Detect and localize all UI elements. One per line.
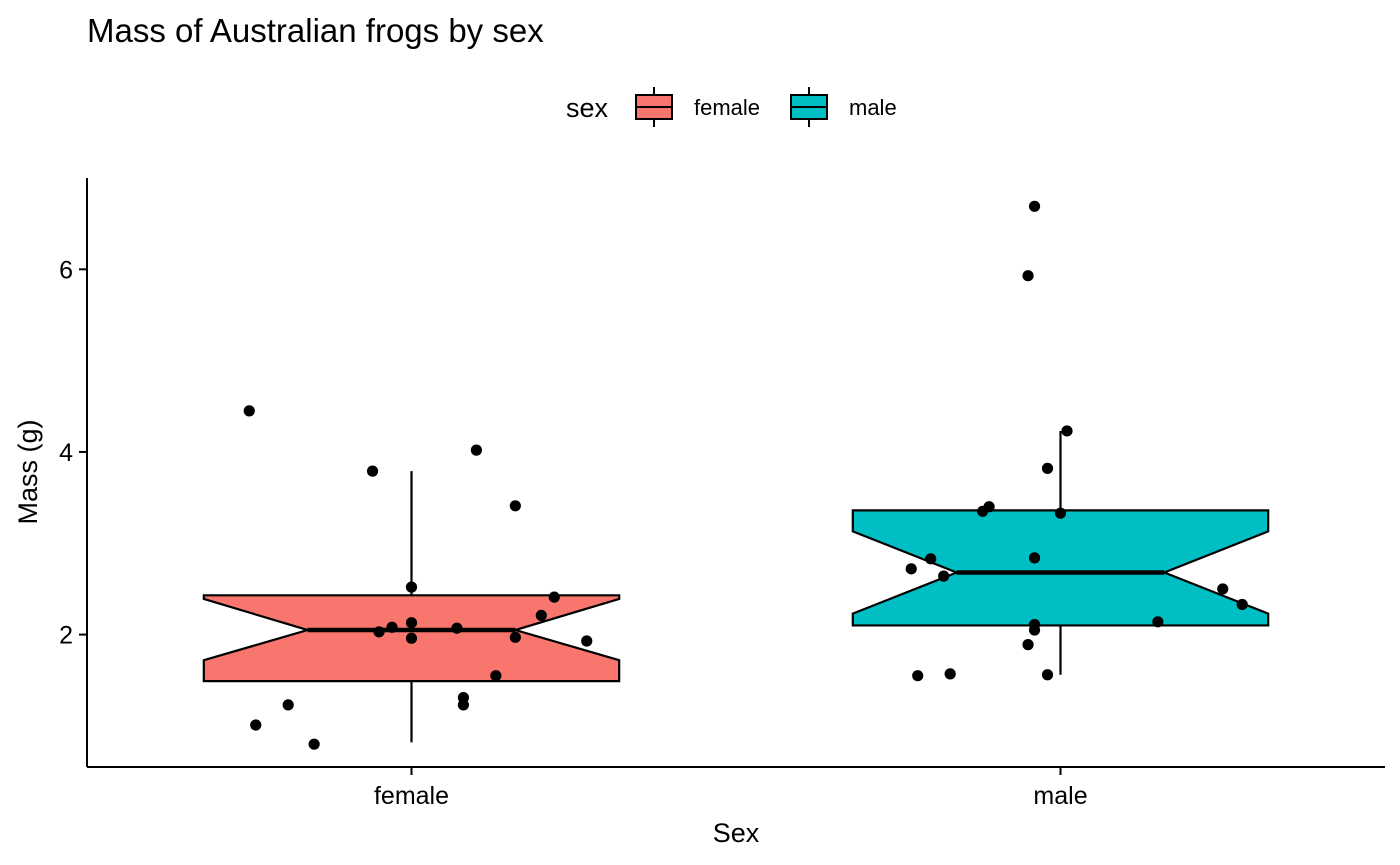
- data-point-female: [509, 500, 521, 512]
- data-point-male: [1028, 624, 1041, 636]
- data-point-male: [944, 668, 956, 680]
- data-point-male: [1152, 616, 1164, 628]
- data-point-female: [490, 670, 502, 682]
- data-point-female: [470, 444, 482, 456]
- chart-title: Mass of Australian frogs by sex: [87, 12, 544, 49]
- data-point-male: [905, 563, 917, 575]
- data-point-female: [282, 699, 294, 711]
- data-point-female: [581, 635, 593, 647]
- data-point-male: [1054, 507, 1067, 519]
- data-point-female: [451, 622, 463, 634]
- y-tick-label: 6: [59, 256, 73, 284]
- legend-title: sex: [566, 93, 609, 123]
- y-tick-label: 4: [59, 439, 73, 467]
- point-layer: [243, 200, 1248, 750]
- data-point-female: [535, 609, 547, 622]
- legend: sex female male: [566, 87, 897, 127]
- data-point-male: [938, 570, 950, 582]
- data-point-female: [243, 405, 255, 417]
- data-point-male: [1041, 669, 1054, 681]
- axes: 2 4 6 female male: [59, 178, 1385, 810]
- data-point-female: [386, 621, 398, 633]
- data-point-male: [1028, 552, 1041, 564]
- box-layer: [202, 430, 1270, 743]
- x-axis-title: Sex: [713, 818, 760, 848]
- x-tick-label-female: female: [374, 782, 449, 810]
- data-point-female: [308, 738, 320, 750]
- legend-label-female: female: [694, 95, 760, 120]
- data-point-male: [1028, 200, 1041, 212]
- box-male: [851, 509, 1270, 627]
- data-point-male: [925, 553, 937, 565]
- legend-key-female: [635, 87, 673, 127]
- data-point-male: [1022, 270, 1034, 282]
- x-tick-label-male: male: [1033, 782, 1087, 810]
- data-point-female: [548, 591, 560, 603]
- data-point-male: [1236, 598, 1248, 611]
- data-point-female: [373, 626, 385, 638]
- data-point-female: [405, 617, 418, 629]
- legend-label-male: male: [849, 95, 897, 120]
- data-point-male: [1217, 583, 1229, 595]
- data-point-female: [250, 719, 262, 731]
- data-point-male: [912, 670, 924, 682]
- data-point-female: [366, 465, 379, 477]
- data-point-male: [1022, 639, 1034, 651]
- data-point-male: [1061, 425, 1073, 437]
- data-point-male: [977, 505, 989, 517]
- legend-key-male: [790, 87, 828, 127]
- data-point-female: [405, 632, 418, 644]
- data-point-male: [1041, 462, 1054, 474]
- y-axis-title: Mass (g): [13, 419, 43, 524]
- data-point-female: [405, 581, 418, 593]
- data-point-female: [457, 699, 470, 711]
- y-tick-label: 2: [59, 622, 73, 650]
- data-point-female: [509, 631, 521, 643]
